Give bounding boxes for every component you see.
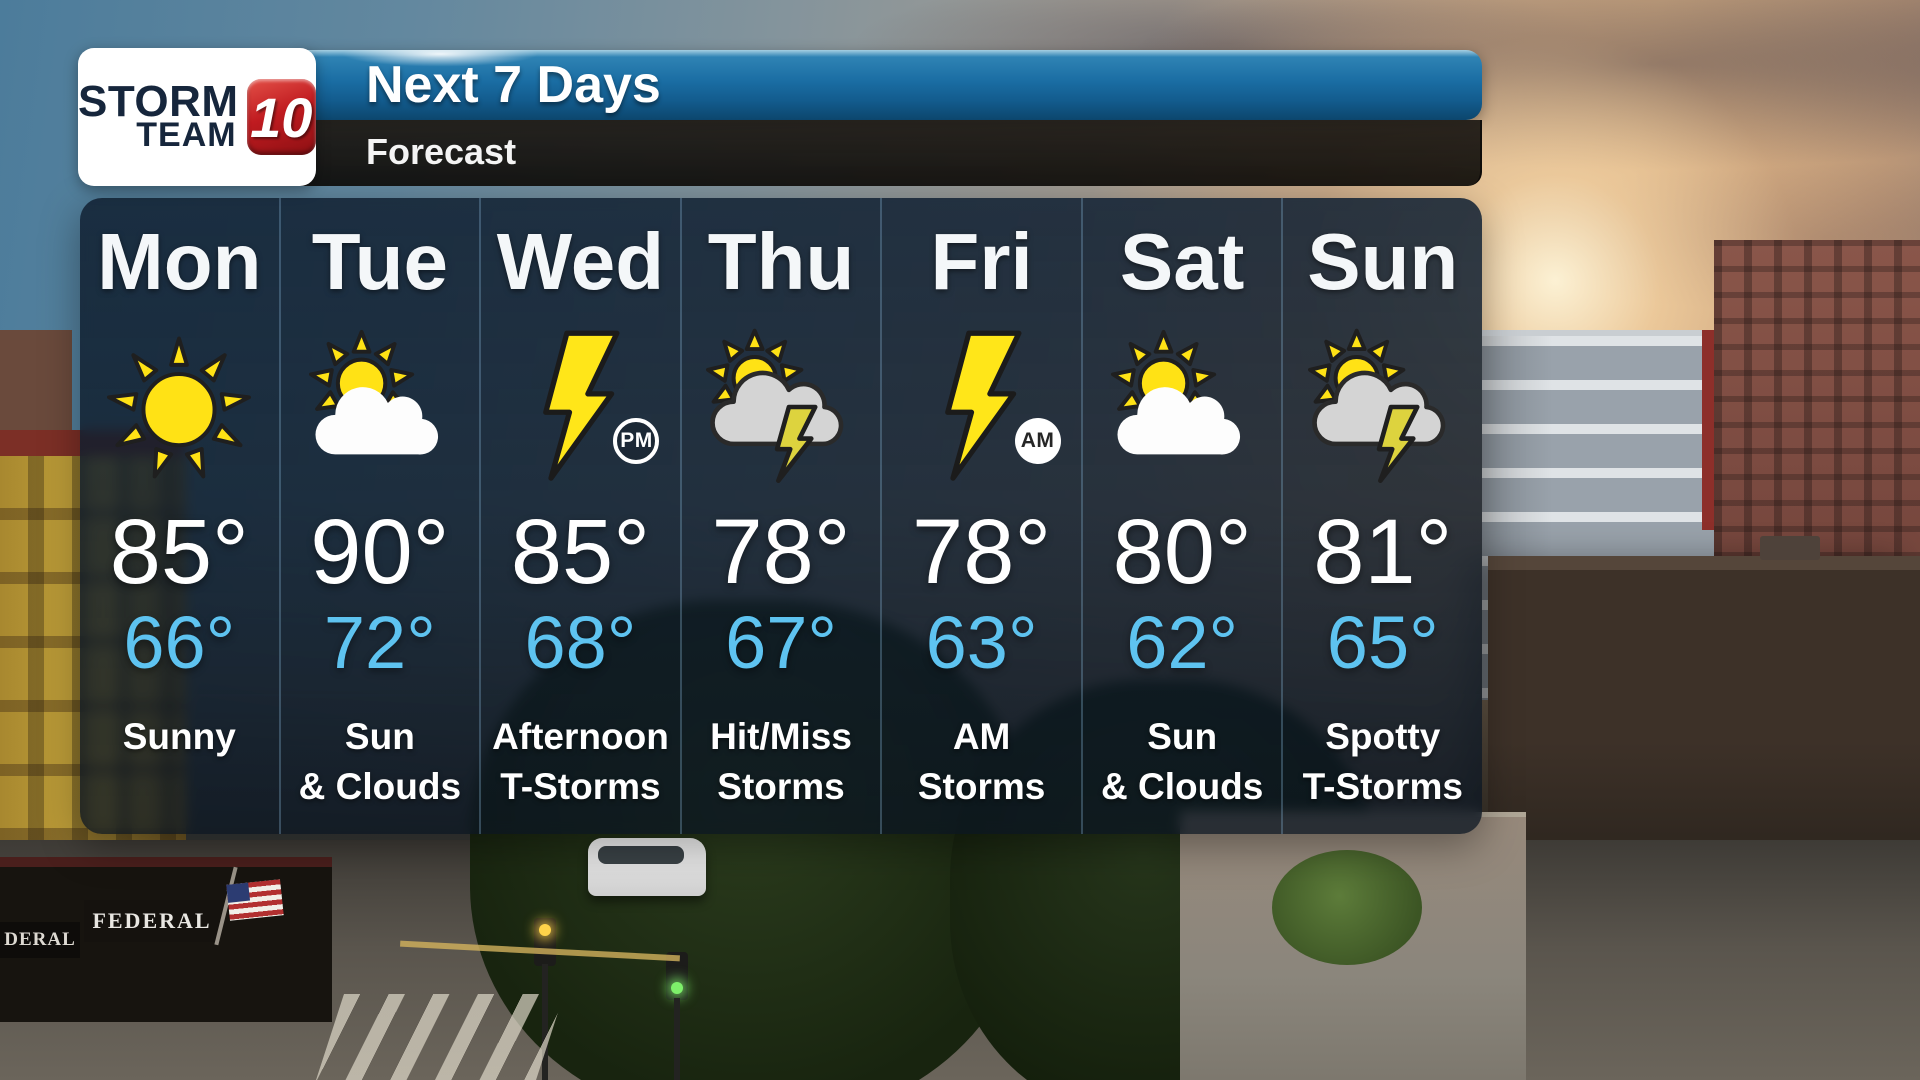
high-temp: 78°: [912, 501, 1052, 603]
storm-team-10-logo: STORM TEAM 10: [78, 48, 316, 186]
yellow-lamp: [539, 924, 551, 936]
low-temp: 67°: [725, 601, 837, 684]
forecast-column-wed: Wed PM 85° 68° Afternoon T-Storms: [479, 198, 680, 834]
background-bush: [1272, 850, 1422, 965]
page-subtitle: Forecast: [366, 131, 517, 172]
condition-text: Sunny: [122, 716, 236, 757]
background-car: [588, 838, 706, 896]
am-badge: AM: [1014, 418, 1061, 464]
logo-channel-10-badge: 10: [246, 79, 316, 155]
scattered-tstorms-icon: [696, 322, 866, 492]
sun-clouds-icon: [1097, 322, 1267, 492]
logo-wordmark: STORM TEAM: [78, 76, 239, 155]
high-temp: 85°: [510, 501, 650, 603]
high-temp: 85°: [109, 501, 249, 603]
condition-text: Afternoon T-Storms: [492, 716, 669, 807]
forecast-column-sat: Sat 80° 62° Sun & Clouds: [1080, 198, 1282, 834]
flag-canton: [226, 882, 251, 903]
logo-storm-text: STORM: [78, 76, 239, 126]
forecast-column-tue: Tue 90° 72° Sun & Clouds: [278, 198, 480, 834]
day-label: Tue: [311, 217, 449, 306]
seven-day-forecast-panel: Mon 85° 66° Sunny Tue 90° 72° Sun & Cloud…: [80, 198, 1482, 834]
low-temp: 62°: [1126, 601, 1239, 684]
day-label: Wed: [496, 217, 665, 306]
high-temp: 80°: [1112, 501, 1252, 603]
day-label: Mon: [97, 217, 262, 306]
background-dark-building: [1488, 556, 1920, 866]
condition-text: Hit/Miss Storms: [710, 716, 852, 807]
logo-team-text: TEAM: [136, 116, 237, 155]
condition-text: Spotty T-Storms: [1302, 716, 1463, 807]
high-temp: 78°: [711, 501, 851, 603]
day-label: Sat: [1119, 217, 1245, 306]
high-temp: 90°: [310, 501, 450, 603]
tstorm-am-icon: AM: [897, 322, 1067, 492]
high-temp: 81°: [1313, 501, 1453, 603]
header-subtitle-bar: Forecast: [300, 120, 1482, 186]
day-label: Thu: [707, 217, 855, 306]
forecast-columns: Mon 85° 66° Sunny Tue 90° 72° Sun & Cloud…: [80, 198, 1482, 834]
background-rooftop-unit: [1760, 536, 1820, 560]
deral-sign: DERAL: [0, 922, 80, 958]
traffic-light-icon: [666, 952, 688, 1080]
sun-clouds-icon: [295, 322, 465, 492]
us-flag: [226, 879, 284, 921]
forecast-column-sun: Sun 81° 65° Spotty T-Storms: [1281, 198, 1482, 834]
background-crosswalk: [316, 994, 564, 1080]
sunny-icon: [94, 322, 264, 492]
day-label: Fri: [930, 217, 1033, 306]
low-temp: 65°: [1326, 601, 1439, 684]
page-title: Next 7 Days: [366, 56, 661, 114]
low-temp: 72°: [323, 601, 436, 684]
forecast-column-mon: Mon 85° 66° Sunny: [80, 198, 279, 834]
traffic-pole: [674, 998, 680, 1080]
forecast-column-thu: Thu 78° 67° Hit/Miss Storms: [679, 198, 881, 834]
forecast-column-fri: Fri AM 78° 63° AM Storms: [880, 198, 1081, 834]
traffic-light-icon: [534, 918, 556, 1080]
scattered-tstorms-icon: [1298, 322, 1468, 492]
low-temp: 68°: [524, 601, 637, 684]
pm-badge: PM: [613, 418, 660, 464]
background-apartment-red-stripe: [1702, 330, 1716, 530]
condition-text: Sun & Clouds: [298, 716, 462, 807]
car-window: [598, 846, 684, 864]
low-temp: 63°: [925, 601, 1038, 684]
header-title-bar: Next 7 Days: [300, 50, 1482, 120]
tstorm-pm-icon: PM: [495, 322, 665, 492]
condition-text: Sun & Clouds: [1100, 716, 1264, 807]
day-label: Sun: [1307, 217, 1459, 306]
condition-text: AM Storms: [917, 716, 1046, 807]
green-lamp: [671, 982, 683, 994]
background-brick-building: [1714, 240, 1920, 580]
low-temp: 66°: [123, 601, 236, 684]
federal-sign: FEDERAL: [84, 900, 220, 942]
